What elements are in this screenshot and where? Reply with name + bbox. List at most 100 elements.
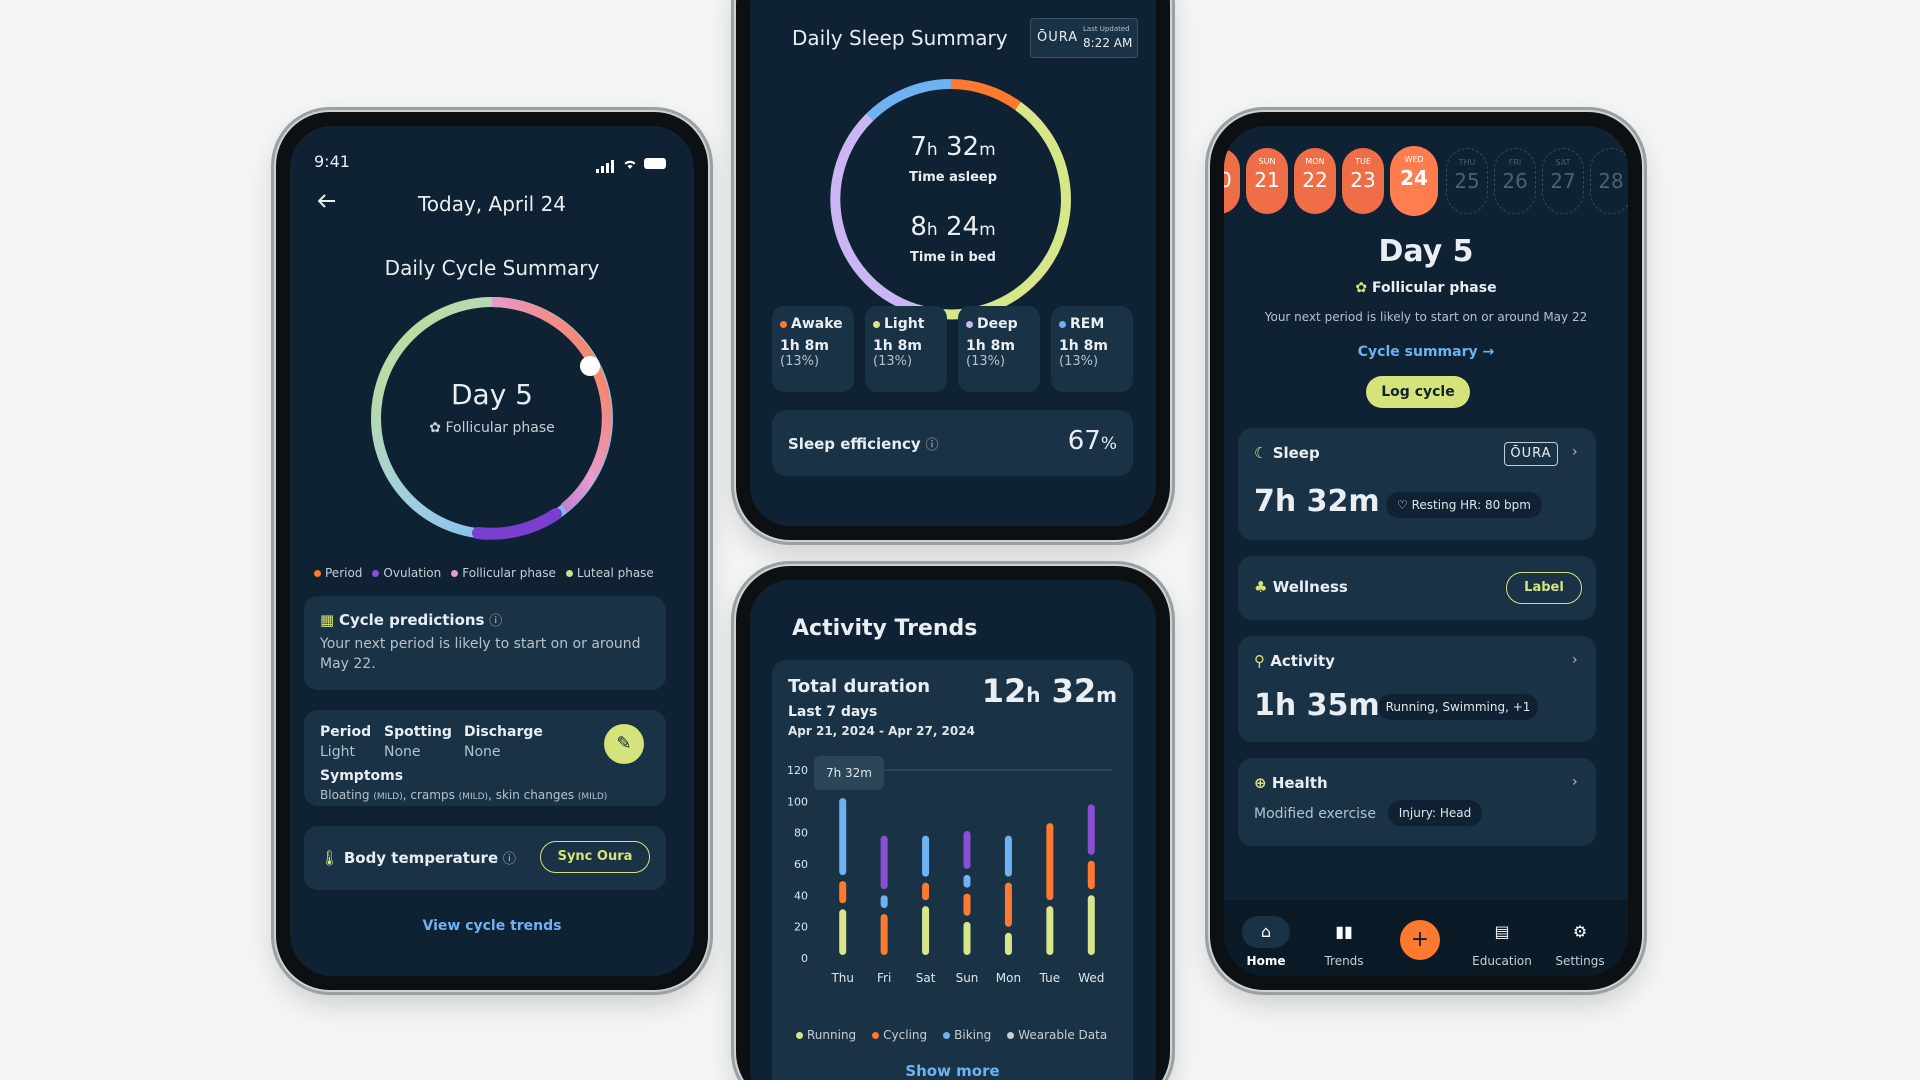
- battery-icon: [644, 158, 666, 169]
- activity-screen: Activity Trends Total duration 12h 32m L…: [750, 580, 1156, 1080]
- edit-button[interactable]: ✎: [604, 724, 644, 764]
- calendar-icon: ▦: [320, 611, 335, 629]
- day-pill-weekday: SUN: [1258, 157, 1276, 166]
- nav-education[interactable]: ▤ Education: [1470, 916, 1534, 968]
- view-cycle-trends-link[interactable]: View cycle trends: [422, 918, 562, 934]
- sleep-card[interactable]: ☾ Sleep ŌURA › 7h 32m ♡ Resting HR: 80 b…: [1238, 428, 1596, 540]
- bar-running[interactable]: [1004, 932, 1012, 955]
- summary-title: Daily Cycle Summary: [384, 256, 600, 280]
- back-arrow-icon[interactable]: [318, 194, 336, 208]
- range-dates: Apr 21, 2024 - Apr 27, 2024: [788, 724, 975, 738]
- bar-wearable-data[interactable]: [880, 835, 888, 890]
- today-phone: 20 SUN 21 MON 22 TUE 23 WED 24 THU 25 FRI 26 SAT 27 28…: [1210, 112, 1642, 990]
- total-duration-label: Total duration: [788, 676, 931, 697]
- bar-biking[interactable]: [839, 798, 847, 876]
- discharge-label: Discharge: [464, 724, 543, 740]
- bar-cycling[interactable]: [963, 893, 971, 916]
- bar-biking[interactable]: [963, 874, 971, 888]
- bar-biking[interactable]: [922, 835, 930, 877]
- activity-phone: Activity Trends Total duration 12h 32m L…: [736, 566, 1170, 1080]
- chevron-right-icon: ›: [1572, 652, 1578, 668]
- day-pill[interactable]: 20: [1224, 148, 1240, 214]
- wellness-card[interactable]: ♣ Wellness Label: [1238, 556, 1596, 620]
- spotting-value: None: [384, 744, 421, 760]
- health-header: ⊕ Health: [1254, 774, 1328, 792]
- bar-running[interactable]: [963, 921, 971, 955]
- day-pill[interactable]: SUN 21: [1246, 148, 1288, 214]
- day-pill-number: 20: [1224, 168, 1232, 192]
- health-card[interactable]: ⊕ Health › Modified exercise Injury: Hea…: [1238, 758, 1596, 846]
- health-icon: ⊕: [1254, 774, 1267, 792]
- day-pill[interactable]: MON 22: [1294, 148, 1336, 214]
- bar-wearable-data[interactable]: [1087, 804, 1095, 855]
- legend-period: Period: [314, 566, 362, 580]
- activity-card: Total duration 12h 32m Last 7 days Apr 2…: [772, 660, 1133, 1080]
- wifi-icon: [624, 160, 636, 169]
- predictions-text-1: Your next period is likely to start on o…: [320, 636, 641, 652]
- activity-summary-card[interactable]: ⚲ Activity › 1h 35m Running, Swimming, +…: [1238, 636, 1596, 742]
- y-tick-label: 0: [801, 952, 808, 965]
- bar-running[interactable]: [1087, 895, 1095, 955]
- sleep-card-header: ☾ Sleep: [1254, 444, 1320, 462]
- bar-running[interactable]: [839, 909, 847, 955]
- chevron-right-icon: ›: [1572, 444, 1578, 460]
- sync-oura-button[interactable]: Sync Oura: [540, 841, 650, 873]
- bottom-nav: ⌂ Home ▮▮ Trends + ▤ Education ⚙ Setting…: [1224, 900, 1628, 976]
- time-in-bed-label: Time in bed: [910, 250, 996, 265]
- day-pill-weekday: [1224, 157, 1240, 166]
- nav-trends[interactable]: ▮▮ Trends: [1312, 916, 1376, 968]
- bar-running[interactable]: [922, 906, 930, 955]
- day-pill[interactable]: FRI 26: [1494, 148, 1536, 214]
- y-tick-label: 120: [787, 764, 808, 777]
- day-pill-weekday: [1591, 158, 1628, 167]
- bar-biking[interactable]: [880, 895, 888, 908]
- info-icon[interactable]: ⓘ: [489, 614, 503, 629]
- bar-wearable-data[interactable]: [963, 830, 971, 869]
- cycle-predictions-card[interactable]: ▦ Cycle predictions ⓘ Your next period i…: [304, 596, 666, 690]
- y-tick-label: 80: [794, 827, 808, 840]
- wellness-header: ♣ Wellness: [1254, 578, 1348, 596]
- wellness-label-button[interactable]: Label: [1506, 572, 1582, 604]
- book-icon: ▤: [1494, 922, 1510, 941]
- bar-running[interactable]: [1046, 906, 1054, 955]
- show-more-link[interactable]: Show more: [905, 1062, 1000, 1080]
- stage-rem-card: REM 1h 8m (13%): [1051, 306, 1133, 392]
- day-pill-weekday: FRI: [1508, 158, 1522, 167]
- plus-icon: +: [1410, 927, 1430, 952]
- gear-icon: ⚙: [1572, 922, 1588, 941]
- activity-card-value: 1h 35m: [1254, 688, 1380, 723]
- add-button[interactable]: +: [1400, 920, 1440, 960]
- bar-cycling[interactable]: [1046, 823, 1054, 901]
- cycle-summary-link[interactable]: Cycle summary →: [1357, 344, 1495, 360]
- day-pill-weekday: MON: [1305, 157, 1325, 166]
- log-cycle-button[interactable]: Log cycle: [1366, 376, 1470, 408]
- bar-cycling[interactable]: [839, 881, 847, 904]
- nav-home[interactable]: ⌂ Home: [1234, 916, 1298, 968]
- legend-running: Running: [796, 1028, 856, 1042]
- stage-light-value: 1h 8m: [873, 338, 922, 354]
- day-pill-number: 26: [1502, 169, 1528, 193]
- flower-icon: ✿: [429, 420, 441, 436]
- predictions-header: ▦ Cycle predictions ⓘ: [320, 610, 502, 629]
- day-pill[interactable]: 28: [1590, 148, 1628, 214]
- bar-cycling[interactable]: [1087, 860, 1095, 890]
- cycle-ring-handle[interactable]: [580, 356, 600, 376]
- cycle-phone: 9:41 Today, April 24 Daily Cycle Summary: [276, 112, 708, 990]
- day-pill-number: 27: [1550, 169, 1576, 193]
- bar-cycling[interactable]: [922, 882, 930, 901]
- info-icon[interactable]: ⓘ: [502, 852, 516, 867]
- legend-luteal: Luteal phase: [565, 566, 654, 580]
- info-icon[interactable]: ⓘ: [925, 438, 939, 453]
- day-pill[interactable]: THU 25: [1446, 148, 1488, 214]
- predictions-title: Cycle predictions: [338, 611, 485, 629]
- bar-cycling[interactable]: [1004, 882, 1012, 927]
- body-temp-header: 🌡 Body temperature ⓘ: [320, 848, 516, 867]
- nav-settings[interactable]: ⚙ Settings: [1548, 916, 1612, 968]
- page-title: Today, April 24: [417, 192, 567, 216]
- y-tick-label: 60: [794, 858, 808, 871]
- bar-biking[interactable]: [1004, 835, 1012, 877]
- day-pill[interactable]: WED 24: [1390, 146, 1438, 216]
- bar-cycling[interactable]: [880, 914, 888, 955]
- day-pill[interactable]: SAT 27: [1542, 148, 1584, 214]
- day-pill[interactable]: TUE 23: [1342, 148, 1384, 214]
